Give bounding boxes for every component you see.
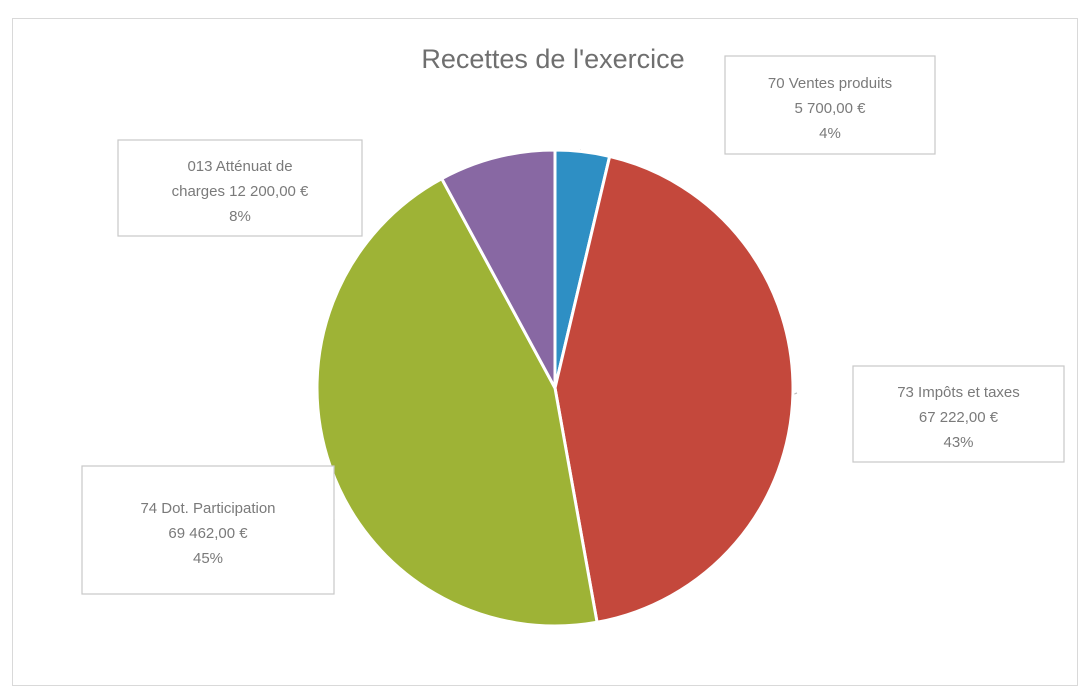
data-label-box: [117, 139, 363, 237]
data-label-line3: 45%: [193, 550, 223, 567]
data-label-line3: 8%: [229, 208, 251, 225]
data-label-box: [852, 365, 1065, 463]
data-label-line1: 73 Impôts et taxes: [897, 384, 1020, 401]
pie-slice-attenuat-charges: [439, 148, 557, 389]
data-label-line3: 4%: [819, 125, 841, 142]
pie-slice-impots-taxes: [553, 154, 795, 624]
data-label-line2: 67 222,00 €: [919, 409, 999, 426]
data-label-line1: 70 Ventes produits: [768, 75, 892, 92]
data-label-ventes-produits: 70 Ventes produits 5 700,00 € 4%: [724, 55, 936, 155]
data-label-line2: 5 700,00 €: [795, 100, 867, 117]
data-label-line2: 69 462,00 €: [168, 525, 248, 542]
data-label-line1: 74 Dot. Participation: [140, 500, 275, 517]
chart-title: Recettes de l'exercice: [421, 44, 684, 74]
data-label-box: [724, 55, 936, 155]
data-label-attenuat-charges: 013 Atténuat de charges 12 200,00 € 8%: [117, 139, 363, 237]
data-label-dot-participation: 74 Dot. Participation 69 462,00 € 45%: [81, 465, 335, 595]
data-label-line1: 013 Atténuat de: [187, 158, 292, 175]
data-label-impots-taxes: 73 Impôts et taxes 67 222,00 € 43%: [852, 365, 1065, 463]
data-label-line2: charges 12 200,00 €: [172, 183, 309, 200]
data-label-line3: 43%: [943, 434, 973, 451]
data-label-box: [81, 465, 335, 595]
